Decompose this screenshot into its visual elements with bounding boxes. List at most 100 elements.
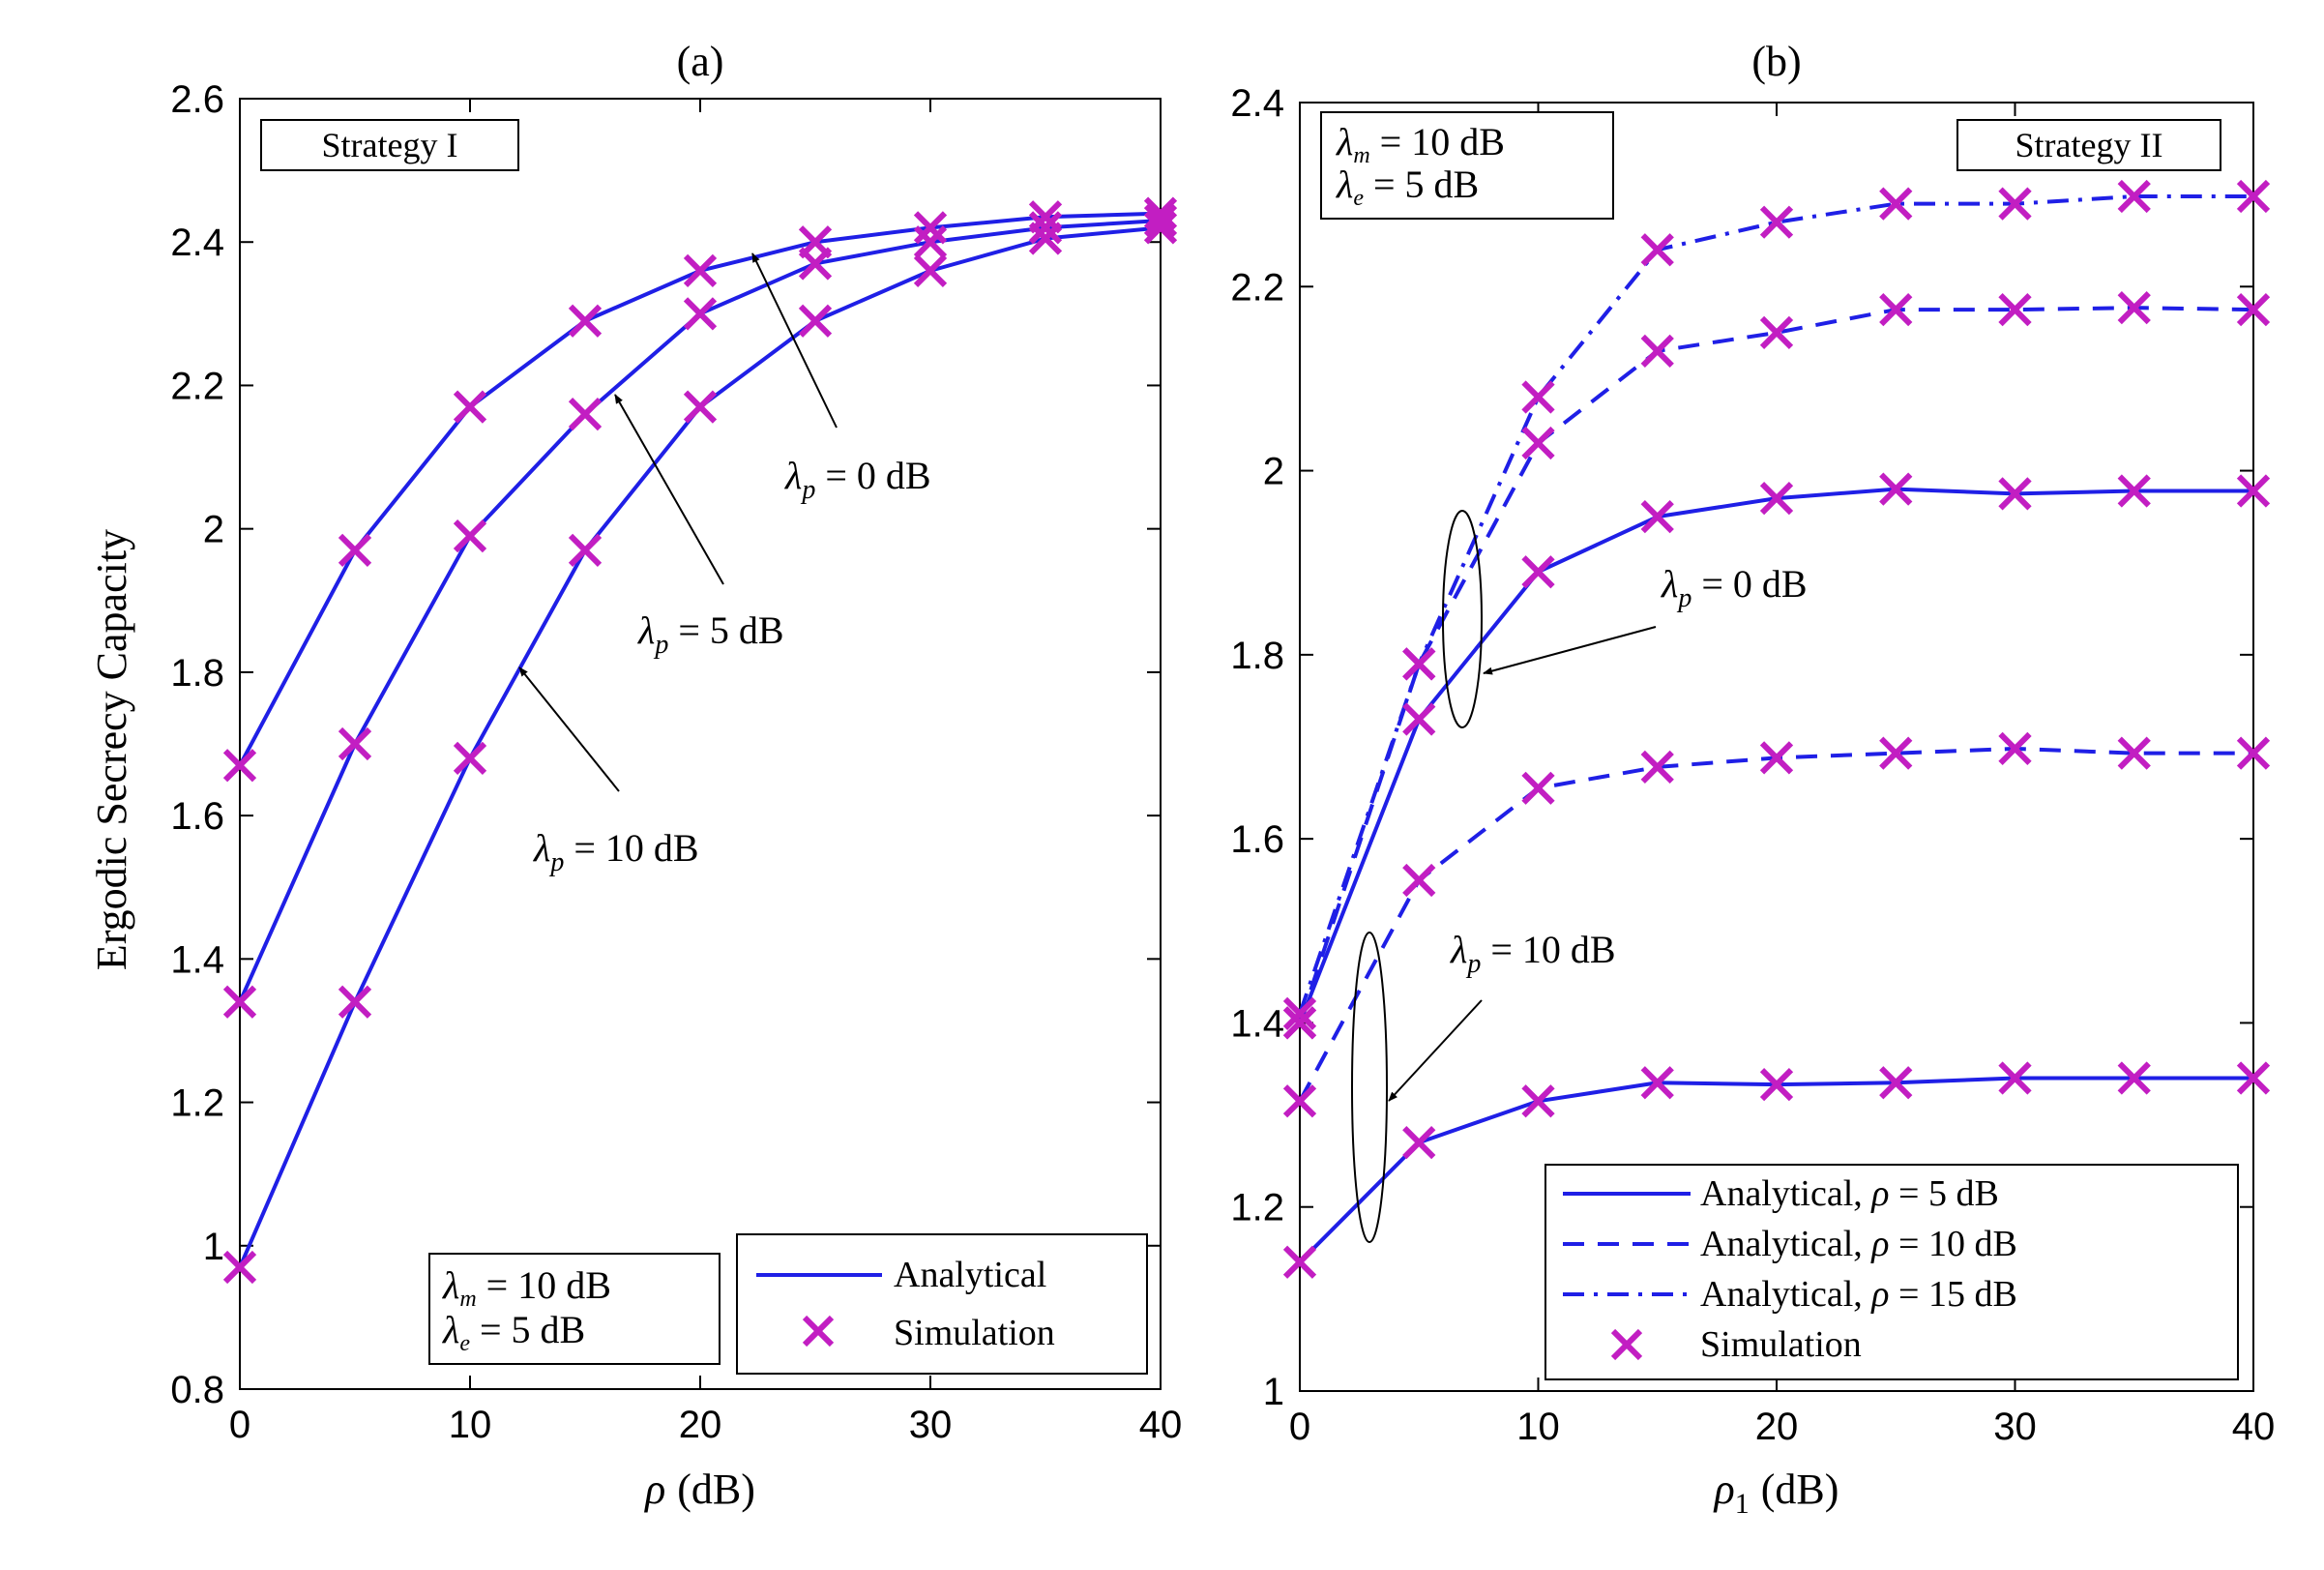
legend-marker-simulation-a [802,1315,835,1348]
strategy-label-a: Strategy I [322,126,458,164]
params-box-b [1320,111,1614,220]
simulation-marker [683,390,718,424]
series-line-b-1 [1298,306,2254,1024]
simulation-marker [1759,315,1794,349]
simulation-marker [568,304,603,338]
series-line-b-2 [1298,194,2253,1015]
legend-label-analytical-a: Analytical [894,1255,1046,1295]
simulation-marker [1402,702,1436,736]
simulation-marker [222,1250,257,1285]
x-tick-label: 10 [1516,1406,1560,1448]
panel-b: 1 1.2 1.4 1.6 1.8 2 2.2 2.4 0 10 20 30 40 (b) ρ1 (dB… [1230,38,2275,1520]
annotation-arrow-lp0-a [751,252,838,429]
simulation-marker [1028,222,1063,255]
y-tick-label: 1.6 [1230,818,1284,861]
simulation-marker [2117,179,2151,214]
annotation-arrow-lp5-a [614,394,724,585]
simulation-marker [1879,292,1913,327]
y-tick-label: 1.8 [1230,635,1284,677]
simulation-marker [2236,292,2271,327]
x-tick-label: 0 [229,1404,250,1446]
x-tick-label: 0 [1289,1406,1310,1448]
simulation-marker [2117,736,2151,770]
y-tick-label: 1.2 [170,1082,224,1125]
simulation-marker [1402,647,1436,681]
y-tick-label: 2.2 [1230,266,1284,309]
strategy-box-b [1956,119,2221,171]
simulation-marker [798,247,833,281]
annotation-arrow-lp10-a [518,667,620,792]
series-line-a-2 [238,225,1162,1268]
simulation-marker [1998,477,2032,511]
y-tick-label: 2.4 [170,222,224,264]
simulation-marker [1879,187,1913,221]
panel-a: 0.8 1 1.2 1.4 1.6 1.8 2 2.2 2.4 2.6 0 10 20 30 40 (a)… [170,38,1182,1513]
chart-title-a: (a) [677,38,724,85]
simulation-marker [1640,1066,1674,1100]
simulation-marker [568,533,603,568]
simulation-marker [338,985,372,1019]
simulation-marker [913,225,948,259]
y-tick-label: 1.4 [1230,1002,1284,1045]
y-axis-label: Ergodic Secrecy Capacity [88,529,135,970]
simulation-marker [1402,863,1436,898]
simulation-marker [1282,1245,1317,1279]
simulation-marker [1640,233,1674,267]
y-tick-label: 2.6 [170,78,224,121]
y-tick-label: 2 [1263,451,1284,493]
simulation-marker [1879,472,1913,506]
y-tick-label: 1.4 [170,938,224,981]
annotation-lp10-b: λp = 10 dB [1450,928,1616,979]
simulation-marker [1998,1061,2032,1095]
simulation-marker [1759,1068,1794,1102]
simulation-marker [568,397,603,431]
simulation-marker [683,297,718,331]
simulation-marker [2236,1061,2271,1095]
simulation-marker [1879,1066,1913,1100]
legend-label-rho5-b: Analytical, ρ = 5 dB [1700,1173,1999,1214]
simulation-marker [2236,179,2271,214]
simulation-marker [453,741,487,775]
simulation-marker [1998,731,2032,766]
annotation-lp0-b: λp = 0 dB [1661,562,1808,613]
plot-area-a [239,98,1162,1390]
param-lambda-e-b: λe = 5 dB [1336,163,1479,211]
simulation-marker [1282,996,1317,1031]
simulation-marker [1640,750,1674,785]
strategy-box-a [260,119,519,171]
simulation-marker [1640,500,1674,534]
series-line-b-4 [1298,746,2253,1103]
param-lambda-m-a: λm = 10 dB [442,1263,611,1312]
y-tick-label: 2.2 [170,365,224,407]
x-tick-label: 40 [1139,1404,1183,1446]
simulation-marker [2117,474,2151,508]
param-lambda-m-b: λm = 10 dB [1336,120,1505,168]
simulation-marker [913,253,948,287]
annotation-arrow-lp0-b [1483,626,1657,675]
simulation-marker [1521,771,1555,805]
chart-title-b: (b) [1751,38,1801,85]
y-tick-label: 1.8 [170,652,224,695]
simulation-marker [683,253,718,287]
x-axis-label-b: ρ1 (dB) [1713,1466,1839,1520]
y-tick-label: 1.2 [1230,1187,1284,1229]
simulation-marker [1143,203,1178,238]
strategy-label-b: Strategy II [2015,126,2163,164]
series-line-a-0 [238,211,1162,767]
y-tick-label: 2 [203,509,224,551]
annotation-lp10-a: λp = 10 dB [533,826,699,877]
simulation-marker [222,749,257,783]
simulation-marker [1282,1084,1317,1118]
legend-label-simulation-a: Simulation [894,1313,1055,1353]
x-tick-label: 30 [909,1404,953,1446]
annotation-lp0-a: λp = 0 dB [784,454,931,505]
simulation-marker [1402,1125,1436,1160]
simulation-marker [913,211,948,245]
x-tick-label: 10 [449,1404,492,1446]
legend-label-rho10-b: Analytical, ρ = 10 dB [1700,1224,2017,1264]
legend-a [736,1233,1148,1375]
x-tick-label: 40 [2232,1406,2276,1448]
x-tick-label: 20 [679,1404,722,1446]
simulation-marker [338,533,372,568]
annotation-arrow-lp10-b [1388,999,1483,1102]
